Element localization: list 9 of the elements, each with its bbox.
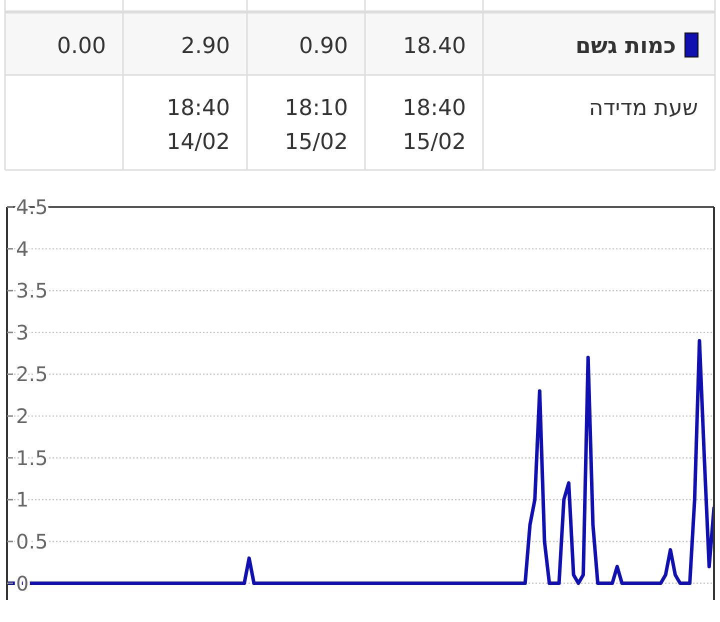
legend-label: כמות גשם <box>576 34 676 59</box>
y-tick-label: 1 <box>16 488 29 512</box>
y-tick-label: 1.5 <box>16 446 48 470</box>
y-tick-label: 2 <box>16 404 29 428</box>
y-tick-label: 0.5 <box>16 529 48 554</box>
y-tick-label: 3 <box>16 320 29 344</box>
y-tick-label: 2.5 <box>16 362 48 386</box>
y-tick-label: 3.5 <box>16 278 48 303</box>
y-tick-label: 4 <box>16 236 29 261</box>
